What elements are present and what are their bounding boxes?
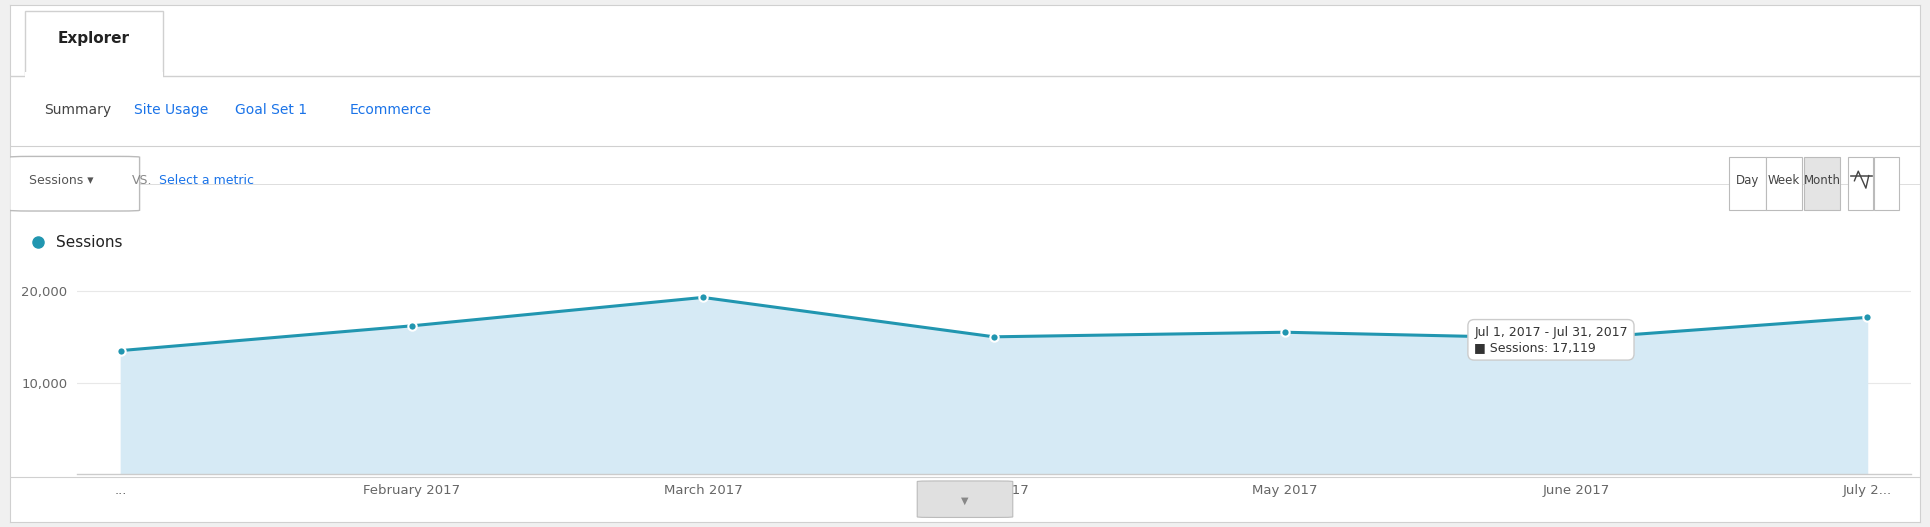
Text: Ecommerce: Ecommerce: [349, 103, 432, 117]
Text: Week: Week: [1768, 173, 1801, 187]
Text: Sessions ▾: Sessions ▾: [29, 173, 93, 187]
Text: Explorer: Explorer: [58, 31, 129, 46]
Text: Sessions: Sessions: [56, 235, 122, 250]
Text: ▼: ▼: [961, 495, 969, 505]
FancyBboxPatch shape: [1874, 157, 1899, 210]
Text: Site Usage: Site Usage: [133, 103, 208, 117]
Text: Month: Month: [1803, 173, 1841, 187]
FancyBboxPatch shape: [1847, 157, 1872, 210]
Text: Jul 1, 2017 - Jul 31, 2017
■ Sessions: 17,119: Jul 1, 2017 - Jul 31, 2017 ■ Sessions: 1…: [1475, 326, 1627, 354]
Bar: [25, 72, 162, 79]
FancyBboxPatch shape: [917, 481, 1013, 518]
Text: Goal Set 1: Goal Set 1: [235, 103, 307, 117]
FancyBboxPatch shape: [10, 157, 139, 211]
Text: Day: Day: [1735, 173, 1758, 187]
Text: VS.: VS.: [131, 173, 152, 187]
FancyBboxPatch shape: [25, 11, 162, 75]
FancyBboxPatch shape: [1805, 157, 1839, 210]
Text: Select a metric: Select a metric: [158, 173, 253, 187]
Text: Summary: Summary: [44, 103, 112, 117]
FancyBboxPatch shape: [1729, 157, 1766, 210]
FancyBboxPatch shape: [1766, 157, 1803, 210]
